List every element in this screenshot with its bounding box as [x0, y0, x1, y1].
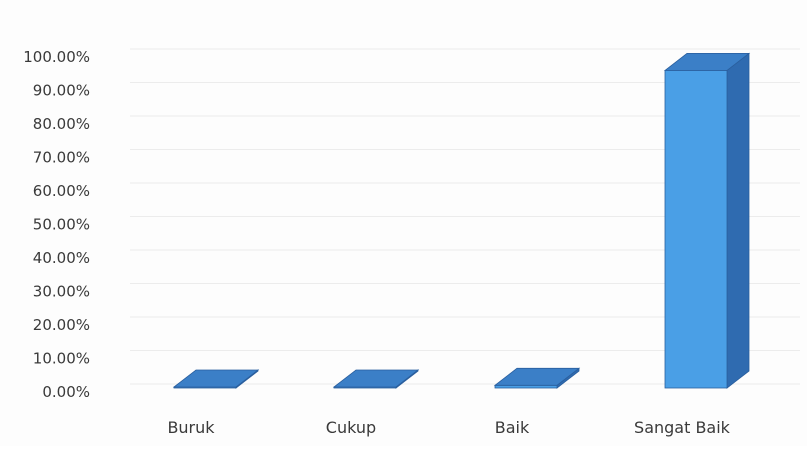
y-tick-label: 90.00% — [33, 82, 90, 100]
y-tick-label: 80.00% — [33, 115, 90, 133]
y-tick-label: 40.00% — [33, 249, 90, 267]
bar-top — [172, 369, 260, 388]
bar-cukup — [332, 369, 420, 389]
y-tick-label: 10.00% — [33, 350, 90, 368]
bar-sangat-baik — [663, 52, 751, 389]
x-category-label: Sangat Baik — [634, 418, 731, 437]
y-tick-label: 100.00% — [23, 48, 90, 66]
bar-front — [664, 70, 728, 389]
y-axis-ticks: 0.00% 10.00% 20.00% 30.00% 40.00% 50.00% 60.00… — [23, 48, 90, 401]
y-tick-label: 30.00% — [33, 283, 90, 301]
bar-top — [332, 369, 420, 388]
bar-top — [663, 53, 751, 71]
x-axis-categories: Buruk Cukup Baik Sangat Baik — [167, 418, 730, 437]
x-category-label: Buruk — [167, 418, 215, 437]
x-category-label: Cukup — [326, 418, 376, 437]
bar-baik — [493, 367, 581, 389]
y-tick-label: 20.00% — [33, 316, 90, 334]
bar-front — [494, 384, 558, 389]
y-tick-label: 50.00% — [33, 216, 90, 234]
bar-side — [726, 52, 750, 389]
bar-buruk — [172, 369, 260, 389]
bar-top — [493, 367, 581, 386]
bars — [172, 52, 751, 389]
y-tick-label: 0.00% — [42, 383, 90, 401]
x-category-label: Baik — [495, 418, 530, 437]
y-tick-label: 60.00% — [33, 182, 90, 200]
y-tick-label: 70.00% — [33, 149, 90, 167]
